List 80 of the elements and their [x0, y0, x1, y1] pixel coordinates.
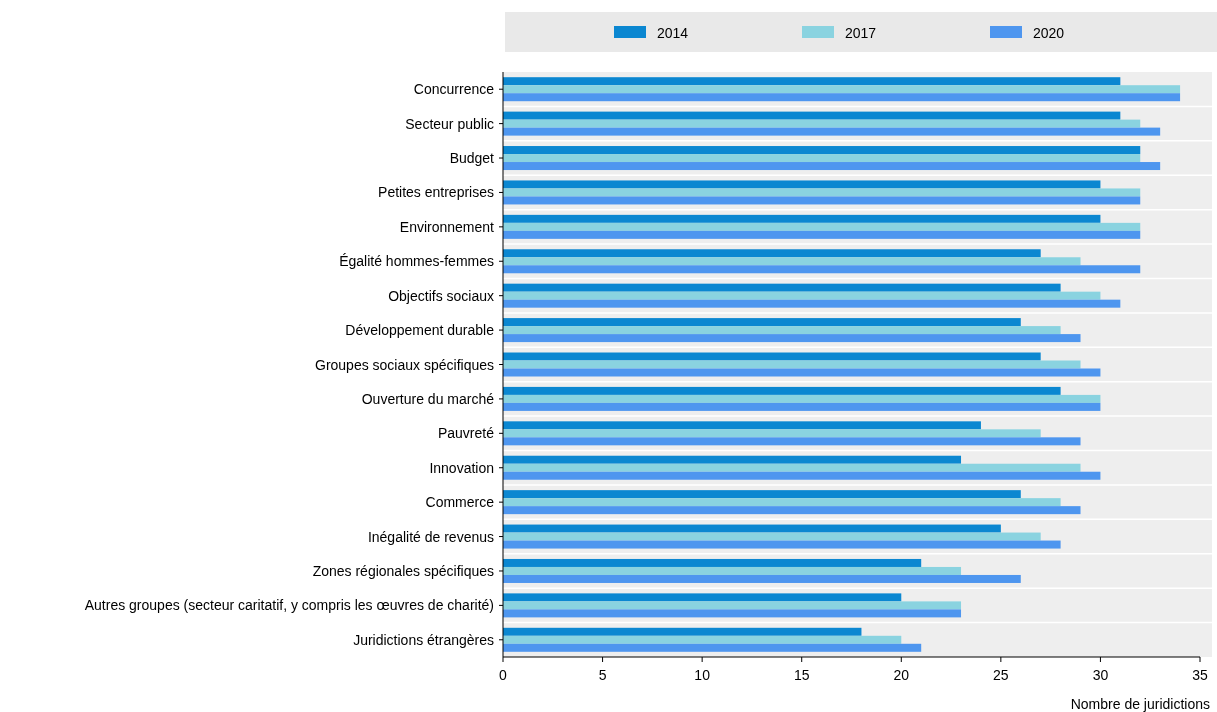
bar — [503, 498, 1061, 507]
bar — [503, 601, 962, 610]
bar — [503, 490, 1021, 499]
bar — [503, 93, 1181, 102]
bar — [503, 119, 1141, 128]
bar — [503, 77, 1121, 86]
bar — [503, 558, 922, 567]
x-tick-label: 15 — [793, 667, 810, 683]
bar — [503, 127, 1161, 136]
bar — [503, 111, 1121, 120]
x-tick-label: 5 — [598, 667, 607, 683]
legend-label: 2014 — [657, 25, 689, 41]
bar — [503, 352, 1041, 361]
x-axis-title: Nombre de juridictions — [1070, 696, 1210, 712]
bar — [503, 471, 1101, 480]
bar — [503, 214, 1101, 223]
bar — [503, 437, 1081, 446]
x-tick-label: 20 — [893, 667, 910, 683]
bar — [503, 506, 1081, 515]
x-tick-label: 35 — [1192, 667, 1208, 683]
bar — [503, 524, 1001, 533]
y-tick-label: Juridictions étrangères — [353, 631, 494, 648]
bar — [503, 257, 1081, 266]
bar — [503, 265, 1141, 274]
bar — [503, 146, 1141, 155]
bar — [503, 188, 1141, 197]
y-tick-label: Secteur public — [405, 115, 494, 132]
bar — [503, 386, 1061, 395]
bar — [503, 85, 1181, 94]
bar — [503, 162, 1161, 171]
y-tick-label: Innovation — [429, 459, 494, 476]
x-tick-label: 10 — [694, 667, 711, 683]
bar — [503, 360, 1081, 369]
bar — [503, 593, 902, 602]
y-tick-label: Zones régionales spécifiques — [312, 562, 494, 579]
bar — [503, 222, 1141, 231]
bar — [503, 402, 1101, 411]
bar — [503, 299, 1121, 308]
y-tick-label: Groupes sociaux spécifiques — [315, 356, 494, 373]
bar — [503, 196, 1141, 205]
bar — [503, 180, 1101, 189]
y-tick-label: Environnement — [399, 218, 495, 235]
bar — [503, 230, 1141, 239]
y-tick-label: Budget — [449, 150, 495, 167]
bar — [503, 421, 981, 430]
y-tick-label: Développement durable — [345, 322, 495, 339]
bar — [503, 627, 862, 636]
bar — [503, 326, 1061, 335]
bar — [503, 283, 1061, 292]
y-tick-label: Inégalité de revenus — [367, 528, 494, 545]
bar — [503, 463, 1081, 472]
bar — [503, 540, 1061, 549]
y-tick-label: Objectifs sociaux — [388, 287, 494, 304]
x-tick-label: 25 — [993, 667, 1009, 683]
x-tick-label: 0 — [499, 667, 508, 683]
bar — [503, 394, 1101, 403]
legend-label: 2017 — [845, 25, 877, 41]
bar — [503, 154, 1141, 163]
bar — [503, 532, 1041, 541]
bar — [503, 291, 1101, 300]
y-tick-label: Pauvreté — [437, 425, 495, 442]
bar — [503, 455, 962, 464]
bar — [503, 643, 922, 652]
bar — [503, 334, 1081, 343]
x-tick-label: 30 — [1092, 667, 1109, 683]
legend-label: 2020 — [1033, 25, 1065, 41]
bar — [503, 249, 1041, 258]
y-tick-label: Autres groupes (secteur caritatif, y compris les œuvres de charité) — [84, 597, 494, 614]
bar — [503, 635, 902, 644]
y-tick-label: Concurrence — [413, 81, 495, 98]
bar — [503, 609, 962, 618]
y-tick-label: Égalité hommes-femmes — [339, 253, 494, 270]
bar — [503, 429, 1041, 438]
bar — [503, 574, 1021, 583]
y-tick-label: Petites entreprises — [378, 184, 494, 201]
bar — [503, 368, 1101, 377]
y-tick-label: Ouverture du marché — [361, 390, 495, 407]
bar — [503, 318, 1021, 327]
bar — [503, 566, 962, 575]
y-tick-label: Commerce — [425, 494, 495, 511]
